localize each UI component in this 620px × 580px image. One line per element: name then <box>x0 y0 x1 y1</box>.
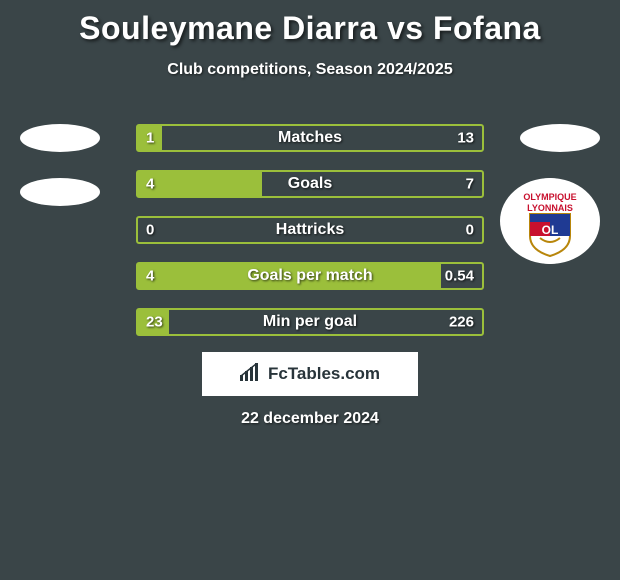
svg-text:LYONNAIS: LYONNAIS <box>527 203 573 213</box>
bar-row: 0 Hattricks 0 <box>136 216 484 244</box>
attribution-box: FcTables.com <box>202 352 418 396</box>
bar-left-value: 23 <box>146 314 163 331</box>
bar-row: 4 Goals 7 <box>136 170 484 198</box>
svg-text:OL: OL <box>542 223 559 237</box>
bar-fill <box>138 172 262 196</box>
datestamp: 22 december 2024 <box>241 410 379 428</box>
bar-row: 4 Goals per match 0.54 <box>136 262 484 290</box>
bar-left-value: 4 <box>146 268 154 285</box>
player-right-badge-1 <box>520 124 600 152</box>
page-title: Souleymane Diarra vs Fofana <box>0 0 620 47</box>
player-left-badge-2 <box>20 178 100 206</box>
bar-right-value: 0.54 <box>445 268 474 285</box>
page-subtitle: Club competitions, Season 2024/2025 <box>0 61 620 79</box>
attribution-text: FcTables.com <box>268 364 380 384</box>
player-left-badge-1 <box>20 124 100 152</box>
lyon-logo-icon: OLYMPIQUE LYONNAIS OL <box>500 178 600 264</box>
bar-right-value: 13 <box>457 130 474 147</box>
player-right-badge-2: OLYMPIQUE LYONNAIS OL <box>500 178 600 264</box>
bar-left-value: 0 <box>146 222 154 239</box>
chart-icon <box>240 363 262 386</box>
bar-label: Min per goal <box>263 313 357 331</box>
bar-row: 1 Matches 13 <box>136 124 484 152</box>
bar-label: Hattricks <box>276 221 344 239</box>
bar-right-value: 226 <box>449 314 474 331</box>
bar-right-value: 0 <box>466 222 474 239</box>
svg-text:OLYMPIQUE: OLYMPIQUE <box>523 192 576 202</box>
bar-left-value: 1 <box>146 130 154 147</box>
bar-row: 23 Min per goal 226 <box>136 308 484 336</box>
bar-label: Goals <box>288 175 332 193</box>
bar-left-value: 4 <box>146 176 154 193</box>
comparison-bars: 1 Matches 13 4 Goals 7 0 Hattricks 0 4 G… <box>136 124 484 354</box>
bar-right-value: 7 <box>466 176 474 193</box>
bar-label: Matches <box>278 129 342 147</box>
bar-label: Goals per match <box>247 267 372 285</box>
